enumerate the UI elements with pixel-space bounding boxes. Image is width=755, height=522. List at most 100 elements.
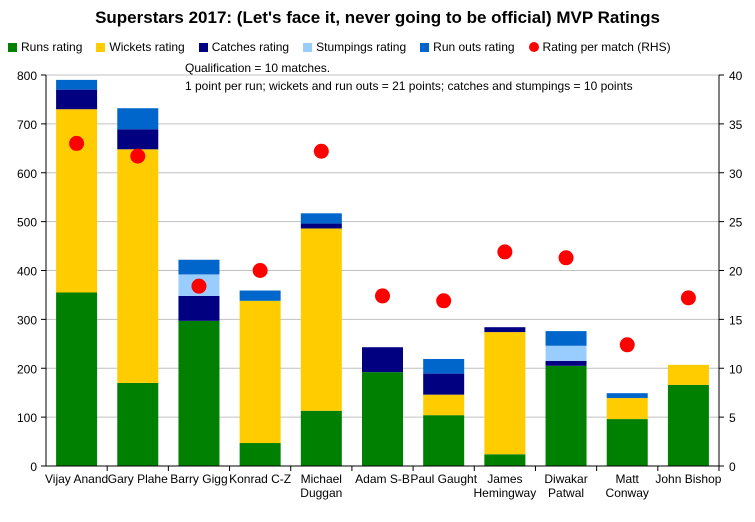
legend: Runs rating Wickets rating Catches ratin… (8, 40, 671, 54)
x-tick-label: Michael (301, 472, 342, 486)
bar-wickets-rating (423, 394, 465, 416)
x-tick-label: Conway (606, 486, 649, 500)
bar-runs-rating (545, 365, 587, 466)
legend-label: Run outs rating (433, 40, 515, 54)
legend-label: Wickets rating (109, 40, 185, 54)
bar-runs-rating (362, 372, 403, 466)
rating-per-match-point (375, 288, 390, 304)
bar-wickets-rating (484, 332, 526, 455)
bar-catches-rating (300, 223, 342, 229)
bar-runs-rating (178, 320, 220, 466)
rating-per-match-point (130, 148, 146, 164)
bar-run-outs-rating (117, 108, 159, 130)
y2-tick-label: 15 (729, 313, 743, 327)
rating-per-match-point (69, 135, 85, 151)
y2-tick-label: 5 (729, 411, 736, 425)
bar-catches-rating (56, 89, 98, 110)
y2-tick-label: 35 (729, 118, 743, 132)
rating-per-match-point (252, 263, 268, 278)
bar-catches-rating (178, 295, 220, 321)
bar-runs-rating (56, 292, 98, 466)
legend-swatch (96, 42, 106, 52)
bar-runs-rating (667, 384, 709, 466)
x-tick-label: James (487, 472, 522, 486)
bar-run-outs-rating (239, 290, 281, 301)
legend-rating-per-match: Rating per match (RHS) (528, 40, 671, 54)
note-qualification: Qualification = 10 matches. (185, 61, 331, 75)
bar-run-outs-rating (56, 79, 98, 90)
x-tick-label: Paul Gaught (410, 472, 477, 486)
bar-run-outs-rating (300, 213, 342, 224)
x-tick-label: Adam S-B (355, 472, 410, 486)
x-tick-label: Vijay Anand (45, 472, 108, 486)
bar-runs-rating (484, 454, 526, 466)
x-tick-label: Konrad C-Z (229, 472, 291, 486)
x-tick-label: Duggan (300, 486, 342, 500)
legend-swatch (303, 42, 313, 52)
bar-catches-rating (117, 129, 159, 150)
y-tick-label: 800 (17, 69, 37, 83)
legend-label: Stumpings rating (316, 40, 407, 54)
y-tick-label: 400 (17, 265, 37, 279)
y-tick-label: 200 (17, 362, 37, 376)
legend-marker (528, 42, 539, 52)
bar-runs-rating (117, 382, 159, 466)
bar-run-outs-rating (423, 358, 465, 374)
y2-tick-label: 40 (729, 69, 743, 83)
y2-tick-label: 20 (729, 265, 743, 279)
rating-per-match-point (619, 337, 635, 353)
bar-wickets-rating (117, 149, 159, 383)
bar-runs-rating (239, 443, 281, 466)
x-tick-label: John Bishop (655, 472, 721, 486)
x-tick-label: Barry Gigg (170, 472, 227, 486)
bar-catches-rating (484, 327, 526, 333)
legend-wickets: Wickets rating (96, 40, 185, 54)
legend-runouts: Run outs rating (420, 40, 515, 54)
legend-swatch (8, 42, 17, 52)
y-tick-label: 500 (17, 216, 37, 230)
bar-wickets-rating (667, 364, 709, 385)
y-tick-label: 100 (17, 411, 37, 425)
y-tick-label: 600 (17, 167, 37, 181)
rating-per-match-point (313, 143, 329, 159)
x-tick-label: Matt (616, 472, 640, 486)
bar-runs-rating (300, 410, 342, 466)
legend-swatch (420, 42, 430, 52)
x-tick-label: Diwakar (544, 472, 587, 486)
y-tick-label: 300 (17, 313, 37, 327)
bar-wickets-rating (606, 398, 648, 420)
rating-per-match-point (558, 250, 574, 266)
y2-tick-label: 25 (729, 216, 743, 230)
y2-tick-label: 0 (729, 460, 736, 474)
legend-label: Rating per match (RHS) (542, 40, 671, 54)
note-points: 1 point per run; wickets and run outs = … (185, 79, 633, 93)
y2-tick-label: 30 (729, 167, 743, 181)
bar-runs-rating (423, 415, 465, 466)
bar-catches-rating (545, 360, 587, 366)
rating-per-match-point (680, 290, 696, 306)
legend-catches: Catches rating (198, 40, 290, 54)
y2-tick-label: 10 (729, 362, 743, 376)
rating-per-match-point (497, 244, 513, 260)
bar-runs-rating (606, 419, 648, 466)
bar-run-outs-rating (545, 331, 587, 346)
bar-run-outs-rating (606, 393, 648, 399)
legend-label: Runs rating (21, 40, 83, 54)
legend-label: Catches rating (211, 40, 290, 54)
legend-swatch (198, 42, 208, 52)
bar-run-outs-rating (178, 259, 220, 275)
bar-stumpings-rating (545, 345, 587, 361)
bar-catches-rating (423, 373, 465, 395)
legend-stumpings: Stumpings rating (303, 40, 406, 54)
y-tick-label: 0 (30, 460, 37, 474)
x-tick-label: Hemingway (474, 486, 537, 500)
x-tick-label: Gary Plahe (108, 472, 168, 486)
y-tick-label: 700 (17, 118, 37, 132)
chart-title: Superstars 2017: (Let's face it, never g… (95, 8, 660, 27)
bar-wickets-rating (300, 228, 342, 411)
bar-catches-rating (362, 347, 403, 373)
bar-wickets-rating (239, 300, 281, 444)
rating-per-match-point (191, 278, 207, 294)
